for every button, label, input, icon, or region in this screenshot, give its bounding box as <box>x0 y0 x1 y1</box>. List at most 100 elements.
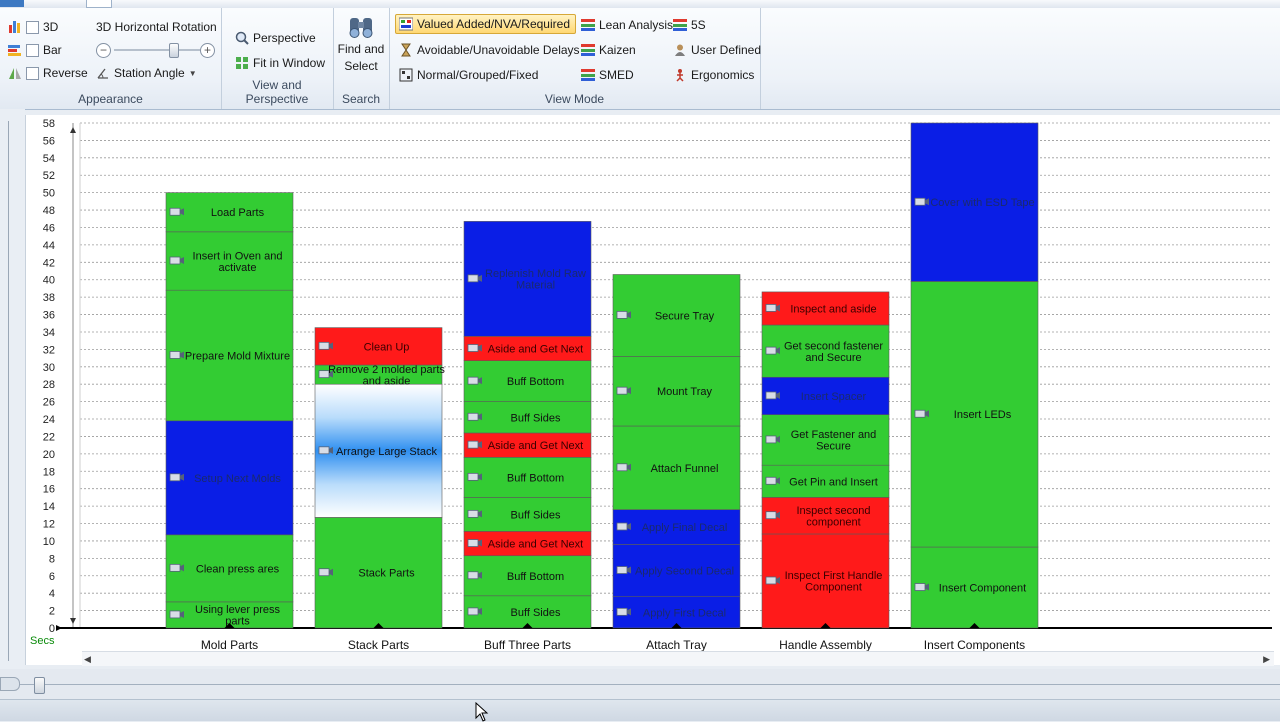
video-camera-icon[interactable] <box>765 435 780 444</box>
station-marker-icon[interactable] <box>969 623 980 628</box>
zoom-handle[interactable] <box>34 677 45 694</box>
process-segment[interactable] <box>910 281 1039 548</box>
process-segment[interactable] <box>910 546 1039 629</box>
process-segment[interactable] <box>761 497 890 535</box>
station-label[interactable]: Attach Tray <box>646 638 707 652</box>
kaizen-button[interactable]: Kaizen <box>581 43 636 57</box>
scroll-down-icon[interactable] <box>70 618 76 624</box>
process-segment[interactable] <box>612 544 741 597</box>
scroll-right-icon[interactable]: ▶ <box>1263 654 1270 664</box>
process-segment[interactable] <box>910 122 1039 282</box>
ribbon-tab[interactable] <box>86 0 112 8</box>
normal-grouped-mode-button[interactable]: Normal/Grouped/Fixed <box>399 68 538 82</box>
video-camera-icon[interactable] <box>467 344 482 352</box>
video-camera-icon[interactable] <box>318 568 333 577</box>
video-camera-icon[interactable] <box>616 607 631 616</box>
horizontal-scrollbar[interactable]: ◀ ▶ <box>82 651 1274 666</box>
station-label[interactable]: Insert Components <box>924 638 1025 652</box>
video-camera-icon[interactable] <box>467 412 482 421</box>
video-camera-icon[interactable] <box>914 583 929 591</box>
video-camera-icon[interactable] <box>914 409 929 418</box>
scroll-up-icon[interactable] <box>70 127 76 133</box>
process-segment[interactable] <box>165 192 294 233</box>
process-segment[interactable] <box>463 432 592 458</box>
video-camera-icon[interactable] <box>467 274 482 283</box>
zoom-left-tab[interactable] <box>0 677 20 691</box>
process-segment[interactable] <box>612 509 741 545</box>
station-label[interactable]: Stack Parts <box>348 638 409 652</box>
process-segment[interactable] <box>612 274 741 357</box>
station-label[interactable]: Buff Three Parts <box>484 638 571 652</box>
zoom-track[interactable] <box>0 684 1280 685</box>
process-segment[interactable] <box>761 376 890 415</box>
process-segment[interactable] <box>761 291 890 326</box>
toggle-reverse[interactable]: Reverse <box>8 66 88 80</box>
smed-button[interactable]: SMED <box>581 68 634 82</box>
video-camera-icon[interactable] <box>467 571 482 580</box>
video-camera-icon[interactable] <box>765 304 780 312</box>
application-menu-tab[interactable] <box>0 0 24 7</box>
perspective-button[interactable]: Perspective <box>235 31 316 45</box>
process-segment[interactable] <box>612 356 741 427</box>
video-camera-icon[interactable] <box>765 391 780 400</box>
five-s-button[interactable]: 5S <box>673 18 706 32</box>
station-angle-dropdown[interactable]: Station Angle ▼ <box>96 66 197 80</box>
video-camera-icon[interactable] <box>318 370 333 379</box>
video-camera-icon[interactable] <box>318 446 333 455</box>
video-camera-icon[interactable] <box>169 610 184 619</box>
checkbox-3d[interactable] <box>26 20 39 34</box>
station-marker-icon[interactable] <box>671 623 682 628</box>
process-segment[interactable] <box>761 414 890 466</box>
video-camera-icon[interactable] <box>467 539 482 547</box>
process-segment[interactable] <box>463 457 592 498</box>
video-camera-icon[interactable] <box>318 341 333 350</box>
process-segment[interactable] <box>612 425 741 510</box>
value-added-mode-button[interactable]: Valued Added/NVA/Required <box>395 14 576 34</box>
video-camera-icon[interactable] <box>467 440 482 449</box>
station-marker-icon[interactable] <box>820 623 831 628</box>
process-segment[interactable] <box>463 336 592 361</box>
delays-mode-button[interactable]: Avoidable/Unavoidable Delays <box>399 43 580 57</box>
checkbox-reverse[interactable] <box>26 66 39 80</box>
video-camera-icon[interactable] <box>616 386 631 395</box>
video-camera-icon[interactable] <box>169 256 184 265</box>
video-camera-icon[interactable] <box>616 311 631 319</box>
rotation-slider-track[interactable] <box>114 49 200 51</box>
toggle-bar[interactable]: Bar <box>8 43 62 57</box>
video-camera-icon[interactable] <box>467 607 482 616</box>
checkbox-bar[interactable] <box>26 43 39 57</box>
fit-in-window-button[interactable]: Fit in Window <box>235 56 325 70</box>
process-segment[interactable] <box>165 420 294 536</box>
process-segment[interactable] <box>463 221 592 337</box>
process-segment[interactable] <box>761 324 890 378</box>
station-marker-icon[interactable] <box>224 623 235 628</box>
video-camera-icon[interactable] <box>467 509 482 518</box>
process-segment[interactable] <box>463 360 592 402</box>
video-camera-icon[interactable] <box>765 346 780 355</box>
process-segment[interactable] <box>612 596 741 629</box>
station-label[interactable]: Handle Assembly <box>779 638 872 652</box>
process-segment[interactable] <box>314 517 443 629</box>
video-camera-icon[interactable] <box>765 476 780 485</box>
process-segment[interactable] <box>314 327 443 366</box>
video-camera-icon[interactable] <box>914 197 929 206</box>
station-label[interactable]: Mold Parts <box>201 638 258 652</box>
video-camera-icon[interactable] <box>467 376 482 385</box>
rotation-decrease-button[interactable]: − <box>96 43 111 58</box>
process-segment[interactable] <box>761 464 890 498</box>
lean-analysis-button[interactable]: Lean Analysis <box>581 18 673 32</box>
video-camera-icon[interactable] <box>616 522 631 531</box>
toggle-3d[interactable]: 3D <box>8 20 58 34</box>
process-segment[interactable] <box>314 383 443 518</box>
process-segment[interactable] <box>165 289 294 422</box>
video-camera-icon[interactable] <box>169 563 184 572</box>
video-camera-icon[interactable] <box>169 207 184 216</box>
find-and-select-button[interactable]: Find and Select <box>333 14 389 73</box>
video-camera-icon[interactable] <box>467 472 482 481</box>
rotation-slider-thumb[interactable] <box>169 43 179 58</box>
ergonomics-button[interactable]: Ergonomics <box>673 68 754 82</box>
video-camera-icon[interactable] <box>765 511 780 520</box>
process-segment[interactable] <box>463 555 592 597</box>
process-segment[interactable] <box>761 533 890 629</box>
video-camera-icon[interactable] <box>616 566 631 574</box>
